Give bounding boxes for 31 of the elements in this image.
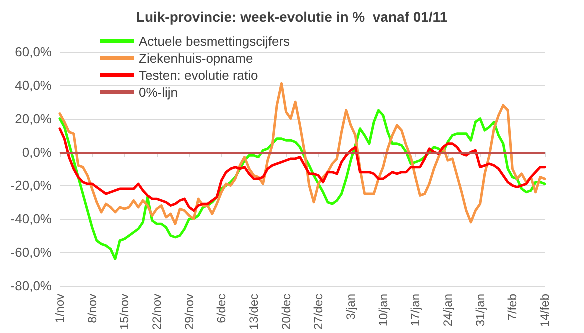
legend-label: Ziekenhuis-opname — [139, 51, 254, 66]
x-tick-label: 10/jan — [376, 294, 390, 327]
line-series — [58, 128, 546, 212]
x-tick-label: 31/jan — [473, 294, 488, 327]
x-tick-label: 14/feb — [538, 294, 552, 328]
x-tick-label: 6/dec — [214, 294, 229, 324]
x-tick-label: 13/dec — [247, 294, 261, 330]
x-tick-label: 22/nov — [150, 294, 164, 330]
x-tick-label: 8/nov — [85, 294, 100, 324]
x-tick-label: 17/jan — [408, 294, 423, 327]
x-tick-label: 3/jan — [344, 294, 358, 320]
chart-title: Luik-provincie: week-evolutie in % vanaf 01/11 — [136, 9, 448, 25]
legend-label: Actuele besmettingscijfers — [139, 34, 291, 49]
x-tick-label: 29/nov — [182, 294, 196, 330]
x-tick-label: 27/dec — [312, 294, 326, 330]
x-tick-label: 24/jan — [441, 294, 455, 327]
x-tick-label: 15/nov — [118, 294, 132, 330]
y-tick-label: 20,0% — [15, 111, 52, 126]
x-tick-label: 1/nov — [53, 294, 67, 324]
y-tick-label: 40,0% — [15, 78, 52, 93]
y-tick-label: 60,0% — [15, 44, 52, 60]
x-tick-label: 20/dec — [279, 294, 294, 330]
x-tick-label: 7/feb — [506, 294, 520, 321]
y-tick-label: 0,0% — [22, 144, 52, 160]
legend-label: 0%-lijn — [139, 85, 178, 100]
legend-label: Testen: evolutie ratio — [139, 68, 258, 83]
y-tick-label: -40,0% — [10, 212, 52, 227]
y-tick-label: -20,0% — [10, 178, 52, 194]
y-tick-label: -80,0% — [10, 278, 52, 294]
y-tick-label: -60,0% — [10, 245, 52, 260]
line-series — [58, 82, 546, 226]
